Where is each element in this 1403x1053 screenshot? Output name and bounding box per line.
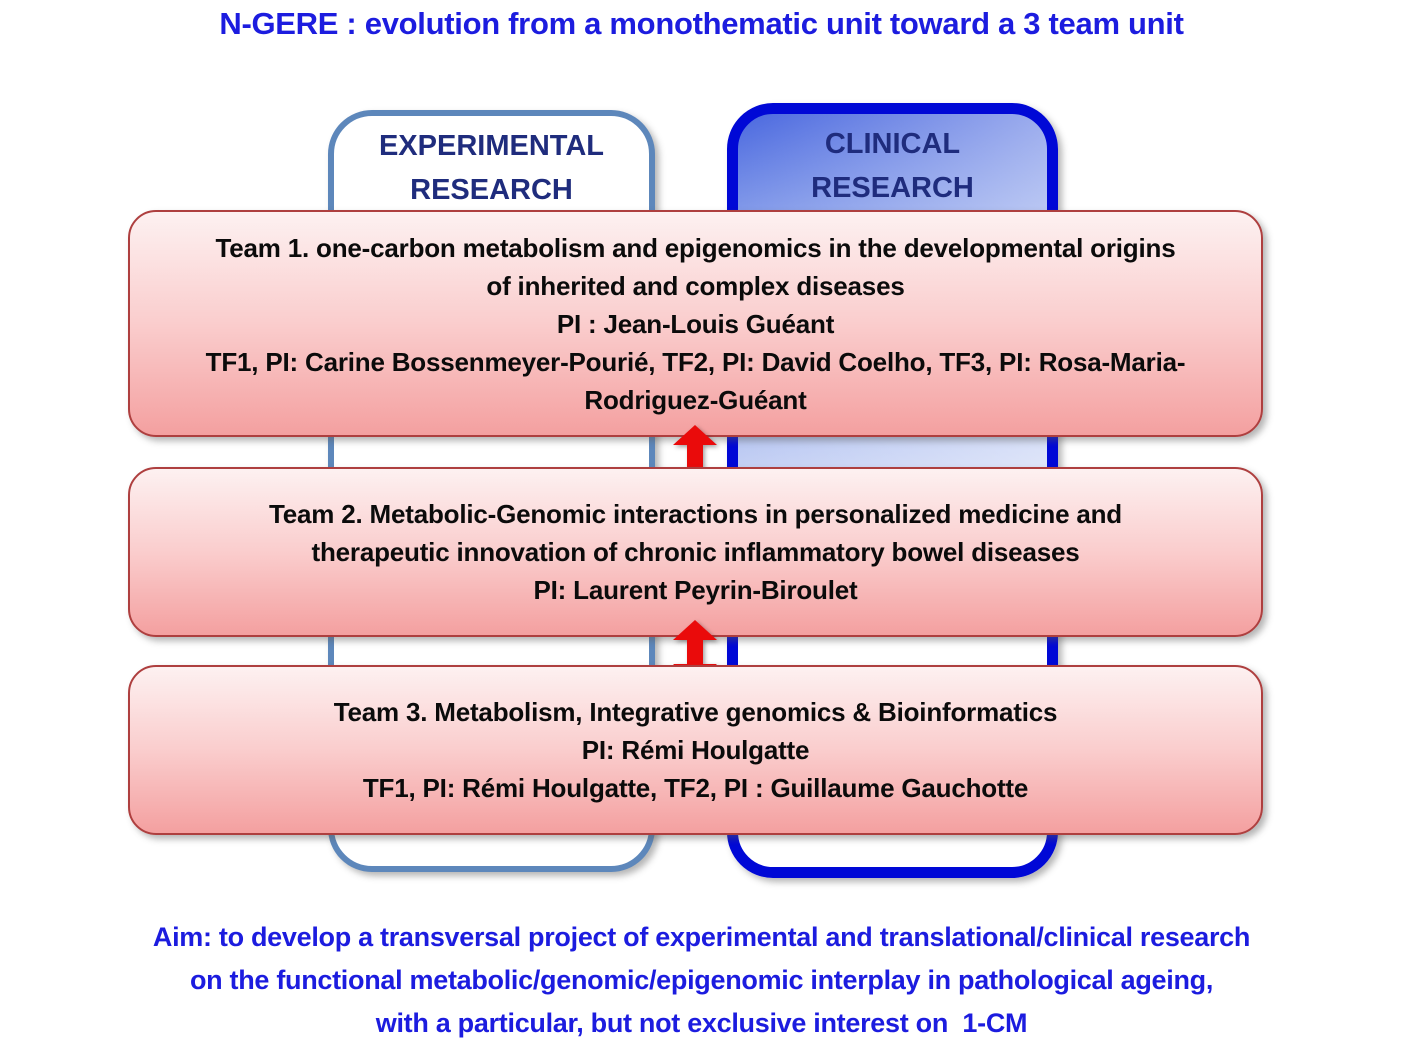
aim-line-3: with a particular, but not exclusive int… [375, 1008, 1028, 1038]
team-1-line-3: PI : Jean-Louis Guéant [556, 308, 835, 339]
clinical-label-line-1: CLINICAL [824, 128, 961, 160]
team-1-line-1: Team 1. one-carbon metabolism and epigen… [215, 232, 1176, 263]
team-1-text: Team 1. one-carbon metabolism and epigen… [130, 229, 1261, 419]
clinical-label-line-2: RESEARCH [811, 172, 974, 204]
aim-statement: Aim: to develop a transversal project of… [0, 916, 1403, 1045]
team-1-line-2: of inherited and complex diseases [486, 270, 905, 301]
team-3-text: Team 3. Metabolism, Integrative genomics… [130, 693, 1261, 807]
team-1-box: Team 1. one-carbon metabolism and epigen… [128, 210, 1263, 437]
team-3-line-2: PI: Rémi Houlgatte [581, 735, 810, 765]
team-1-line-4: TF1, PI: Carine Bossenmeyer-Pourié, TF2,… [205, 346, 1186, 377]
experimental-label-line-2: RESEARCH [410, 174, 573, 206]
team-2-line-1: Team 2. Metabolic-Genomic interactions i… [269, 499, 1122, 529]
experimental-label-line-1: EXPERIMENTAL [378, 130, 605, 162]
aim-line-1: Aim: to develop a transversal project of… [152, 922, 1251, 952]
team-3-line-3: TF1, PI: Rémi Houlgatte, TF2, PI : Guill… [362, 773, 1029, 803]
team-2-text: Team 2. Metabolic-Genomic interactions i… [130, 495, 1261, 609]
team-1-line-5: Rodriguez-Guéant [584, 384, 807, 415]
team-2-line-2: therapeutic innovation of chronic inflam… [311, 537, 1080, 567]
experimental-research-label: EXPERIMENTAL RESEARCH [334, 124, 649, 212]
aim-line-2: on the functional metabolic/genomic/epig… [189, 965, 1214, 995]
clinical-research-label: CLINICAL RESEARCH [738, 122, 1047, 210]
page-title: N-GERE : evolution from a monothematic u… [219, 6, 1184, 41]
team-2-line-3: PI: Laurent Peyrin-Biroulet [533, 575, 858, 605]
team-2-box: Team 2. Metabolic-Genomic interactions i… [128, 467, 1263, 637]
team-3-box: Team 3. Metabolism, Integrative genomics… [128, 665, 1263, 835]
team-3-line-1: Team 3. Metabolism, Integrative genomics… [333, 697, 1058, 727]
